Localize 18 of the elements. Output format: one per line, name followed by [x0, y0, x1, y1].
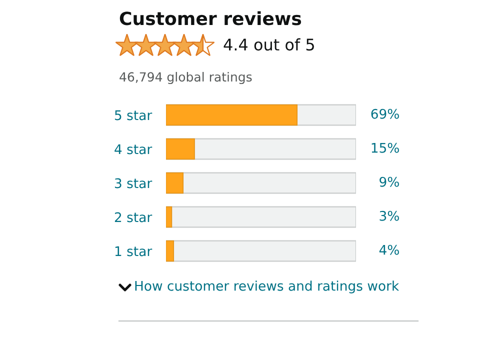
data-label: 69% [371, 108, 399, 119]
text: 46,794 global ratings [120, 72, 252, 84]
y-tick-label: 1 star [115, 246, 152, 256]
data-label: 4% [379, 244, 399, 255]
bar [166, 206, 172, 228]
chart-subtitle: 4.4 out of 5 [224, 38, 314, 51]
y-tick-label: 3 star [114, 178, 152, 188]
data-label: 3% [380, 210, 399, 221]
data-label: 15% [372, 142, 399, 153]
chart-title: Customer reviews [120, 11, 302, 26]
text: How customer reviews and ratings work [135, 280, 400, 294]
y-tick-label: 4 star [114, 144, 152, 154]
bar [166, 172, 184, 194]
bar [166, 240, 174, 262]
bar [166, 138, 195, 160]
y-tick-label: 2 star [114, 212, 152, 222]
data-label: 9% [380, 176, 399, 187]
y-tick-label: 5 star [114, 110, 152, 120]
